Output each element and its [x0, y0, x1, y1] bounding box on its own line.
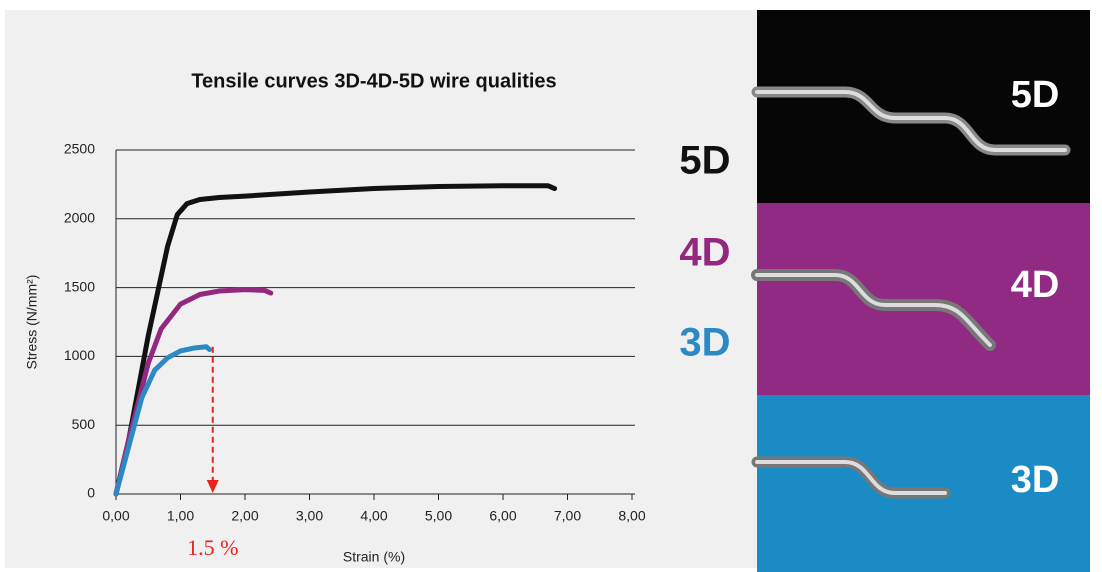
y-tick-label: 500 — [72, 416, 96, 432]
legend-label: 4D — [679, 231, 730, 275]
y-tick-label: 1500 — [64, 278, 95, 294]
y-tick-label: 0 — [87, 485, 95, 501]
legend-label: 5D — [679, 139, 730, 183]
x-tick-label: 1,00 — [167, 508, 194, 524]
panel-label: 5D — [1011, 74, 1060, 116]
annotation-text: 1.5 % — [187, 535, 238, 560]
data-line — [113, 183, 558, 497]
panel-3d — [757, 395, 1090, 572]
x-tick-label: 6,00 — [489, 508, 516, 524]
y-tick-label: 1000 — [64, 347, 95, 363]
x-tick-label: 3,00 — [296, 508, 323, 524]
chart-title: Tensile curves 3D-4D-5D wire qualities — [191, 70, 556, 92]
x-tick-label: 5,00 — [425, 508, 452, 524]
panel-label: 3D — [1011, 459, 1060, 501]
panel-label: 4D — [1011, 264, 1060, 306]
x-axis-label: Strain (%) — [343, 549, 405, 565]
wire-images — [751, 86, 1071, 499]
annotation-arrowhead — [206, 480, 219, 493]
x-tick-label: 8,00 — [618, 508, 645, 524]
x-tick-label: 4,00 — [360, 508, 387, 524]
x-tick-label: 7,00 — [554, 508, 581, 524]
y-axis-label: Stress (N/mm²) — [24, 275, 40, 370]
x-tick-label: 2,00 — [231, 508, 258, 524]
legend-label: 3D — [679, 321, 730, 365]
y-tick-label: 2000 — [64, 210, 95, 226]
panel-5d — [757, 10, 1090, 203]
y-tick-label: 2500 — [64, 141, 95, 157]
chart-background — [5, 10, 757, 568]
x-tick-label: 0,00 — [102, 508, 129, 524]
data-line — [113, 344, 213, 497]
